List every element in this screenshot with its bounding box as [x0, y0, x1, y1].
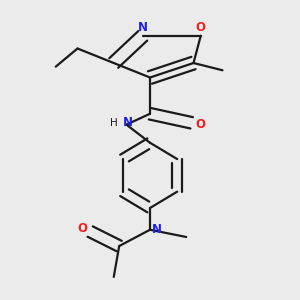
Text: H: H [110, 118, 118, 128]
Text: O: O [196, 118, 206, 131]
Text: N: N [138, 21, 148, 34]
Text: O: O [77, 222, 87, 235]
Text: N: N [152, 223, 162, 236]
Text: O: O [196, 21, 206, 34]
Text: N: N [123, 116, 133, 129]
